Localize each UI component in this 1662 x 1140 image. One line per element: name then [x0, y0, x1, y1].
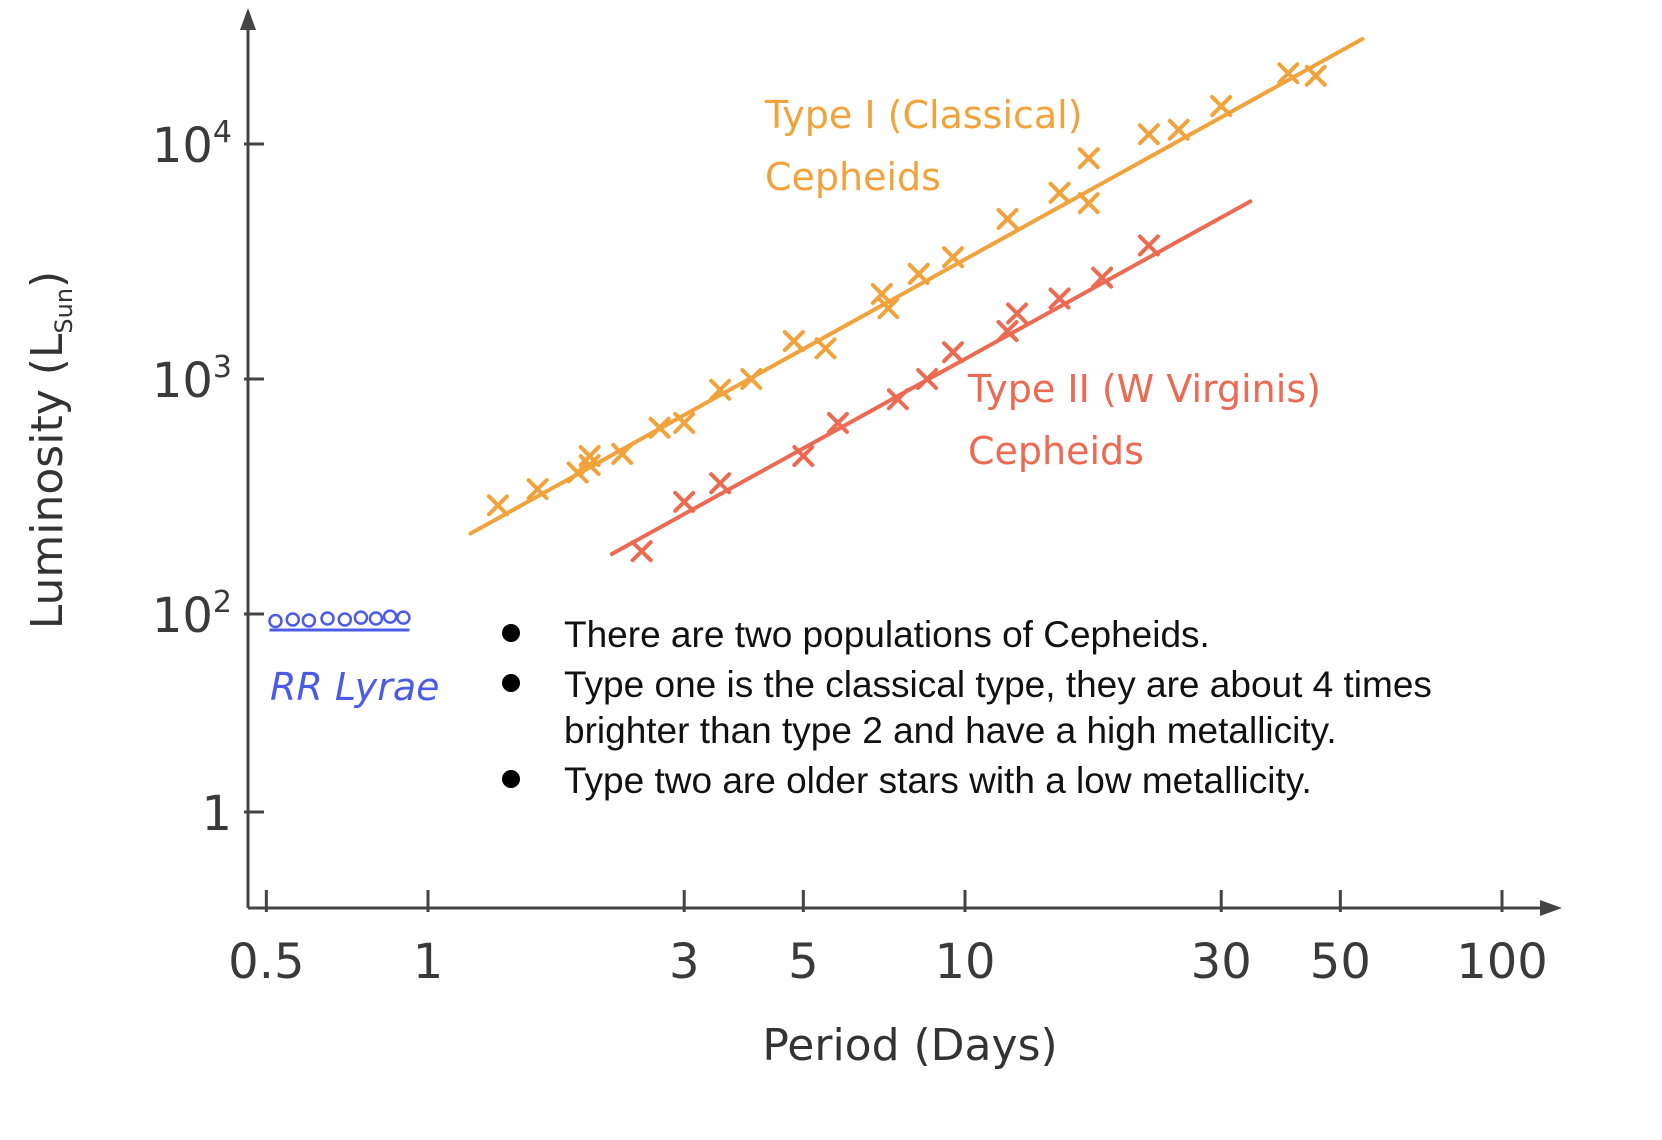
y-axis-arrow [240, 8, 256, 30]
data-point [526, 478, 549, 501]
data-point [268, 613, 283, 629]
x-axis-title: Period (Days) [762, 1020, 1057, 1071]
data-point [1277, 62, 1300, 85]
data-point [826, 411, 849, 434]
data-point [611, 442, 634, 465]
data-point [285, 612, 301, 627]
x-tick-label: 3 [669, 934, 700, 990]
data-point [382, 609, 398, 624]
data-point [907, 262, 930, 285]
data-point [396, 610, 411, 625]
data-point [1006, 302, 1029, 325]
note-item: There are two populations of Cepheids. [502, 612, 1662, 658]
data-point [566, 461, 589, 484]
data-points [268, 62, 1327, 632]
series-label-type1: Type I (Classical) [764, 93, 1083, 137]
data-point [1167, 118, 1190, 141]
y-tick-label: 104 [152, 115, 232, 174]
data-point [1304, 64, 1327, 87]
data-point [886, 388, 909, 411]
data-point [782, 330, 805, 353]
data-point [1077, 192, 1100, 215]
data-point [368, 611, 384, 626]
x-tick-label: 10 [934, 934, 995, 990]
data-point [792, 445, 815, 468]
x-tick-label: 0.5 [228, 934, 304, 990]
y-tick-label: 103 [152, 350, 232, 409]
data-point [814, 337, 837, 360]
data-point [673, 490, 696, 513]
series-label-rr-lyrae: RR Lyrae [270, 665, 439, 709]
data-point [353, 610, 369, 625]
data-point [942, 246, 965, 269]
labels: Period (Days) Luminosity (LSun) Type I (… [22, 93, 1321, 1071]
data-point [1091, 266, 1114, 289]
data-point [1077, 147, 1100, 170]
data-point [996, 207, 1019, 230]
data-point [1048, 287, 1071, 310]
data-point [1048, 181, 1071, 204]
y-tick-label: 102 [152, 585, 232, 644]
series-label-type2-line2: Cepheids [968, 429, 1144, 473]
series-label-type1-line2: Cepheids [765, 155, 941, 199]
data-point [301, 613, 317, 628]
note-item: Type one is the classical type, they are… [502, 662, 1564, 754]
x-tick-label: 5 [788, 934, 819, 990]
data-point [673, 411, 696, 434]
data-point [630, 540, 653, 563]
data-point [578, 445, 601, 468]
axes: 0.5 1 3 5 10 30 50 100 1 102 103 104 [152, 8, 1562, 990]
x-tick-label: 1 [413, 934, 444, 990]
data-point [942, 341, 965, 364]
y-tick-label: 1 [201, 786, 232, 842]
data-point [320, 611, 335, 626]
data-point [648, 416, 671, 439]
note-item: Type two are older stars with a low meta… [502, 758, 1662, 804]
y-axis-title: Luminosity (LSun) [22, 271, 78, 629]
x-tick-label: 30 [1191, 934, 1252, 990]
data-point [1137, 234, 1160, 257]
data-point [877, 297, 900, 320]
data-point [486, 494, 509, 517]
y-axis-title-close: ) [22, 271, 73, 288]
data-point [337, 612, 353, 627]
data-point [996, 320, 1019, 343]
data-point [709, 378, 732, 401]
y-axis-title-sub: Sun [50, 288, 78, 334]
data-point [578, 454, 601, 477]
notes-panel: There are two populations of Cepheids. T… [502, 612, 1662, 808]
data-point [870, 282, 893, 305]
series-label-type2: Type II (W Virginis) [967, 367, 1321, 411]
data-point [1137, 123, 1160, 146]
data-point [1210, 95, 1233, 118]
notes-list: There are two populations of Cepheids. T… [502, 612, 1662, 804]
data-point [709, 472, 732, 495]
data-point [916, 368, 939, 390]
data-point [740, 368, 763, 390]
x-axis-arrow [1540, 900, 1562, 916]
x-tick-label: 50 [1310, 934, 1371, 990]
y-axis-title-main: Luminosity (L [22, 333, 73, 629]
x-tick-label: 100 [1456, 934, 1548, 990]
